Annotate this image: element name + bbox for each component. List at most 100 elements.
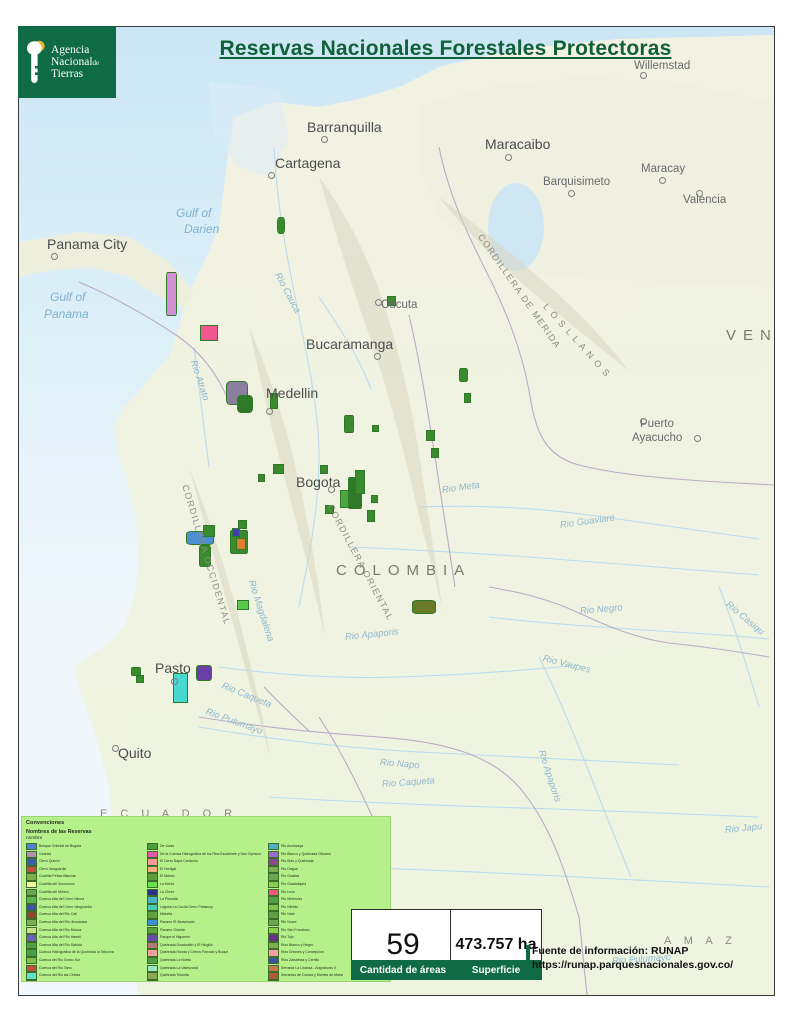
legend-item[interactable]: Cuenca Alta del Cerro Vanguardia (26, 903, 144, 912)
reserve-polygon[interactable] (367, 510, 375, 522)
legend-panel[interactable]: Convenciones Nombres de las Reservas nom… (21, 816, 391, 982)
reserve-polygon[interactable] (238, 520, 247, 529)
legend-item[interactable]: Sierra el Peligro (268, 979, 386, 981)
reserve-polygon[interactable] (237, 600, 249, 610)
legend-item[interactable]: Cuchilla del Socorrocio (26, 881, 144, 889)
legend-item[interactable]: Quebrada Honda y Cerros Parrado y Buque (147, 949, 265, 957)
legend-item[interactable]: Cuenca Alta del Rio Sabiola (26, 941, 144, 950)
legend-item[interactable]: Cerro Quinini (26, 858, 144, 866)
legend-item[interactable]: Cedrela (26, 850, 144, 859)
reserve-polygon[interactable] (464, 393, 471, 403)
reserve-polygon[interactable] (203, 525, 215, 537)
legend-item[interactable]: Cuenca Hidrografica de la Quebrada la Ta… (26, 949, 144, 957)
legend-item[interactable]: Rio Melendez (268, 896, 386, 904)
legend-item[interactable]: Rios Blanco y Negro (268, 941, 386, 950)
legend-item[interactable]: Rios Zabaletas y Cerrillo (268, 957, 386, 965)
legend-item[interactable]: Bosque Oriental de Bogota (26, 843, 144, 851)
legend-item-label: Cuenca Alta del Rio Cali (39, 912, 77, 917)
legend-item[interactable]: Quebradas El Peñon y San Juan (147, 979, 265, 981)
legend-item[interactable]: El Cerro Dapa Carisucio (147, 858, 265, 866)
reserve-polygon[interactable] (431, 448, 439, 458)
reserve-polygon[interactable] (325, 505, 334, 514)
reserve-polygon[interactable] (340, 490, 349, 508)
reserve-polygon[interactable] (277, 217, 285, 234)
legend-item[interactable]: Paramo Grande (147, 926, 265, 935)
reserve-polygon[interactable] (196, 665, 212, 681)
legend-item[interactable]: Rio Blanco y Quebrada Olivares (268, 850, 386, 859)
legend-item[interactable]: Serranias de Coraza y Montes de Maria (268, 972, 386, 980)
legend-item[interactable]: Cuenca Alta del Rio Hambi (26, 934, 144, 942)
legend-item[interactable]: Quebrada Guadualito y El Hingillo (147, 941, 265, 950)
reserve-polygon[interactable] (200, 325, 218, 341)
legend-item[interactable]: Rio Bolo y Quebrada (268, 858, 386, 866)
legend-item[interactable]: Rios Chisnes y Concepcion (268, 949, 386, 957)
legend-item[interactable]: Rio Guabas (268, 873, 386, 881)
legend-item[interactable]: Quebrada Tesorita (147, 972, 265, 980)
reserve-polygon[interactable] (459, 368, 468, 382)
city-marker-icon (505, 154, 512, 161)
city-marker-icon (640, 72, 647, 79)
legend-item[interactable]: Parque el Higueron (147, 934, 265, 942)
legend-item[interactable]: Cuenca Alta del Rio Mocoa (26, 926, 144, 935)
legend-item[interactable]: Cuenca Alta del Rio Cali (26, 911, 144, 919)
legend-item[interactable]: Rio Tojo (268, 934, 386, 942)
legend-item[interactable]: Cuchilla Peñas Blancas (26, 873, 144, 881)
legend-item[interactable]: El Hortigal (147, 865, 265, 874)
reserve-polygon[interactable] (199, 545, 211, 567)
legend-item[interactable]: Rio Dagua (268, 865, 386, 874)
legend-item[interactable]: Cuenca Alta del Rio Jirocasaca (26, 919, 144, 927)
reserve-polygon[interactable] (372, 425, 379, 432)
source-line-2[interactable]: https://runap.parquesnacionales.gov.co/ (532, 959, 734, 972)
legend-swatch-icon (268, 972, 279, 980)
legend-item[interactable]: Cuenca del Rio Tarso (26, 964, 144, 973)
legend-item-label: Rio Tojo (281, 935, 294, 940)
legend-item[interactable]: Serrania La Lindosa - Angosturas II (268, 964, 386, 973)
legend-item[interactable]: De Urras (147, 843, 265, 851)
city-marker-icon (51, 253, 58, 260)
legend-item[interactable]: Rio Anchicaya (268, 843, 386, 851)
reserve-polygon[interactable] (258, 474, 265, 482)
legend-item[interactable]: Cuenca del Rio Grano Sur (26, 957, 144, 965)
legend-item[interactable]: Danan (26, 979, 144, 981)
legend-item[interactable]: Rio San Francisco (268, 926, 386, 935)
legend-item[interactable]: Rio Leon (268, 888, 386, 897)
legend-item[interactable]: La Planada (147, 896, 265, 904)
logo-text: Agencia Nacionalde Tierras (51, 44, 99, 80)
legend-item[interactable]: Cuchilla del Minero (26, 888, 144, 897)
legend-item[interactable]: El Malmo (147, 873, 265, 881)
reserve-polygon[interactable] (232, 528, 240, 537)
reserve-polygon[interactable] (136, 675, 144, 683)
reserve-polygon[interactable] (320, 465, 328, 474)
reserve-polygon[interactable] (387, 296, 396, 306)
legend-item[interactable]: Quebrada La Nutria (147, 957, 265, 965)
legend-item[interactable]: Paramo El Atravesado (147, 919, 265, 927)
legend-item[interactable]: De la Cuenca Hidrografica de los Rios Es… (147, 850, 265, 859)
logo-line-2: Nacionalde (51, 55, 100, 68)
legend-item[interactable]: Rio Nare (268, 911, 386, 919)
legend-item[interactable]: La Nohia (147, 881, 265, 889)
legend-item[interactable]: Laguna La Cocha Cerro Patascoy (147, 903, 265, 912)
legend-item[interactable]: Rio Nucre (268, 919, 386, 927)
legend-item[interactable]: La Chrea (147, 888, 265, 897)
legend-item[interactable]: Cerro Vanguardia (26, 865, 144, 874)
reserve-polygon[interactable] (412, 600, 436, 614)
legend-item[interactable]: Michela (147, 911, 265, 919)
legend-item[interactable]: Rio Nimbio (268, 903, 386, 912)
legend-item[interactable]: Cuenca del Rio las Ceibas (26, 972, 144, 980)
reserve-polygon[interactable] (237, 395, 253, 413)
legend-item[interactable]: Rio Guadalajara (268, 881, 386, 889)
reserve-polygon[interactable] (166, 272, 177, 316)
reserve-polygon[interactable] (344, 415, 354, 433)
reserve-polygon[interactable] (355, 470, 365, 494)
reserve-polygon[interactable] (270, 393, 278, 409)
legend-swatch-icon (268, 926, 279, 935)
count-stat-label: Cantidad de áreas (351, 960, 455, 980)
legend-item[interactable]: Quebrada La Valenzuela (147, 964, 265, 973)
reserve-polygon[interactable] (236, 538, 246, 550)
legend-item-label: Quebrada La Nutria (160, 957, 191, 962)
reserve-polygon[interactable] (371, 495, 378, 503)
reserve-polygon[interactable] (273, 464, 284, 474)
legend-item-label: Rio San Francisco (281, 927, 310, 932)
reserve-polygon[interactable] (426, 430, 435, 441)
legend-item[interactable]: Cuenca Alta del Cerro Nicora (26, 896, 144, 904)
